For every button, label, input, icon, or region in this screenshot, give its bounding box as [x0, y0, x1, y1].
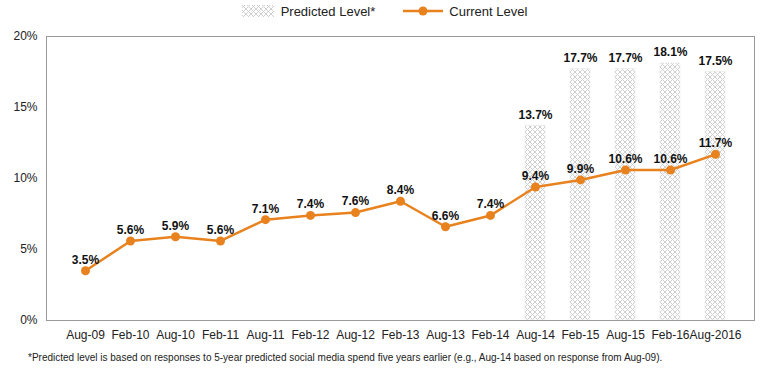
svg-text:Feb-13: Feb-13 — [381, 328, 419, 342]
svg-text:7.1%: 7.1% — [252, 202, 280, 216]
svg-text:Feb-15: Feb-15 — [561, 328, 599, 342]
svg-text:13.7%: 13.7% — [518, 108, 552, 122]
svg-text:15%: 15% — [13, 100, 37, 114]
html-text:*Predicted level is based on r: *Predicted level is based on responses t… — [28, 352, 663, 363]
svg-text:6.6%: 6.6% — [432, 209, 460, 223]
svg-text:17.7%: 17.7% — [608, 51, 642, 65]
svg-text:8.4%: 8.4% — [387, 183, 415, 197]
svg-text:Feb-11: Feb-11 — [202, 328, 239, 342]
svg-text:Aug-10: Aug-10 — [156, 328, 195, 342]
svg-text:17.7%: 17.7% — [563, 51, 597, 65]
svg-text:Feb-12: Feb-12 — [291, 328, 329, 342]
svg-text:Aug-09: Aug-09 — [66, 328, 105, 342]
svg-text:7.4%: 7.4% — [477, 197, 505, 211]
svg-text:18.1%: 18.1% — [653, 45, 687, 59]
svg-text:10.6%: 10.6% — [653, 152, 687, 166]
svg-text:Aug-12: Aug-12 — [336, 328, 375, 342]
svg-text:10.6%: 10.6% — [608, 152, 642, 166]
svg-text:Aug-13: Aug-13 — [426, 328, 465, 342]
svg-text:7.4%: 7.4% — [297, 197, 325, 211]
svg-text:17.5%: 17.5% — [698, 54, 732, 68]
svg-text:5.6%: 5.6% — [207, 223, 235, 237]
svg-text:Feb-16: Feb-16 — [651, 328, 689, 342]
svg-text:Aug-14: Aug-14 — [516, 328, 555, 342]
svg-text:3.5%: 3.5% — [72, 253, 100, 267]
svg-text:Feb-10: Feb-10 — [111, 328, 149, 342]
svg-text:5.6%: 5.6% — [117, 223, 145, 237]
html-text:Predicted Level*: Predicted Level* — [280, 3, 376, 19]
svg-text:20%: 20% — [13, 29, 37, 43]
html-text:Current Level: Current Level — [449, 3, 528, 19]
svg-text:9.4%: 9.4% — [522, 169, 550, 183]
svg-text:Aug-11: Aug-11 — [247, 328, 285, 342]
svg-text:5%: 5% — [20, 242, 38, 256]
svg-text:Feb-14: Feb-14 — [471, 328, 509, 342]
svg-text:10%: 10% — [13, 171, 37, 185]
svg-text:5.9%: 5.9% — [162, 219, 190, 233]
svg-text:11.7%: 11.7% — [699, 136, 733, 150]
svg-text:0%: 0% — [20, 313, 38, 327]
svg-text:Aug-15: Aug-15 — [606, 328, 645, 342]
svg-text:Aug-2016: Aug-2016 — [689, 328, 741, 342]
svg-text:7.6%: 7.6% — [342, 194, 370, 208]
svg-text:9.9%: 9.9% — [567, 162, 595, 176]
